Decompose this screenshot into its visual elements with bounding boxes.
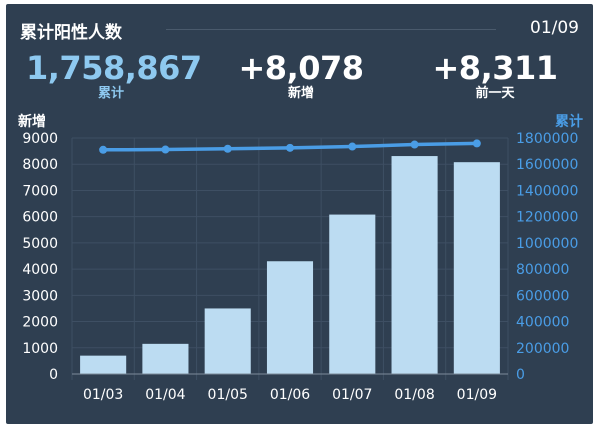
- y-tick-right: 400000: [516, 315, 569, 331]
- stat-total-label: 累计: [97, 86, 124, 101]
- y-tick-left: 8000: [22, 157, 58, 173]
- y-tick-right: 1600000: [516, 157, 578, 173]
- y-tick-left: 0: [49, 367, 58, 383]
- x-tick-label: 01/06: [270, 387, 310, 403]
- y-tick-right: 600000: [516, 288, 569, 304]
- y-tick-left: 9000: [22, 131, 58, 147]
- title-divider: [166, 29, 496, 30]
- stat-previous-day-value: +8,311: [432, 49, 558, 87]
- y-tick-right: 1000000: [516, 236, 578, 252]
- stat-new-value: +8,078: [238, 49, 364, 87]
- y-tick-left: 4000: [22, 262, 58, 278]
- stat-previous-day: +8,311 前一天: [420, 50, 570, 102]
- y-axis-left-label: 新增: [18, 113, 46, 130]
- y-tick-right: 1800000: [516, 131, 578, 147]
- x-tick-label: 01/07: [332, 387, 372, 403]
- y-tick-right: 200000: [516, 341, 569, 357]
- y-tick-left: 1000: [22, 341, 58, 357]
- y-tick-left: 2000: [22, 315, 58, 331]
- stat-total-value: 1,758,867: [26, 49, 202, 87]
- y-tick-left: 3000: [22, 288, 58, 304]
- x-tick-label: 01/03: [83, 387, 123, 403]
- y-axis-right-label: 累计: [555, 113, 583, 130]
- y-tick-left: 7000: [22, 183, 58, 199]
- x-tick-label: 01/09: [457, 387, 497, 403]
- bar: [391, 156, 438, 374]
- bar: [142, 343, 189, 374]
- cumulative-point: [223, 144, 232, 153]
- bar: [453, 162, 500, 374]
- bar: [266, 261, 314, 374]
- cumulative-point: [99, 145, 108, 154]
- x-tick-label: 01/04: [145, 387, 185, 403]
- cumulative-point: [348, 142, 357, 151]
- y-tick-right: 0: [516, 367, 525, 383]
- bar: [204, 308, 251, 374]
- y-tick-left: 5000: [22, 236, 58, 252]
- cumulative-point: [286, 143, 294, 152]
- stat-new-label: 新增: [287, 86, 314, 101]
- chart-title: 累计阳性人数: [20, 23, 122, 43]
- cumulative-point: [161, 145, 170, 154]
- x-tick-label: 01/08: [394, 387, 434, 403]
- cumulative-point: [472, 139, 481, 148]
- bar: [80, 355, 127, 374]
- bar: [329, 214, 376, 374]
- date-label: 01/09: [530, 18, 579, 38]
- y-tick-right: 1200000: [516, 210, 578, 226]
- stat-previous-day-label: 前一天: [475, 86, 515, 101]
- stat-new: +8,078 新增: [226, 50, 376, 102]
- y-tick-right: 800000: [516, 262, 569, 278]
- cumulative-point: [410, 140, 419, 149]
- y-tick-left: 6000: [22, 210, 58, 226]
- y-tick-right: 1400000: [516, 183, 578, 199]
- x-tick-label: 01/05: [208, 387, 248, 403]
- stat-total: 1,758,867 累计: [26, 49, 202, 102]
